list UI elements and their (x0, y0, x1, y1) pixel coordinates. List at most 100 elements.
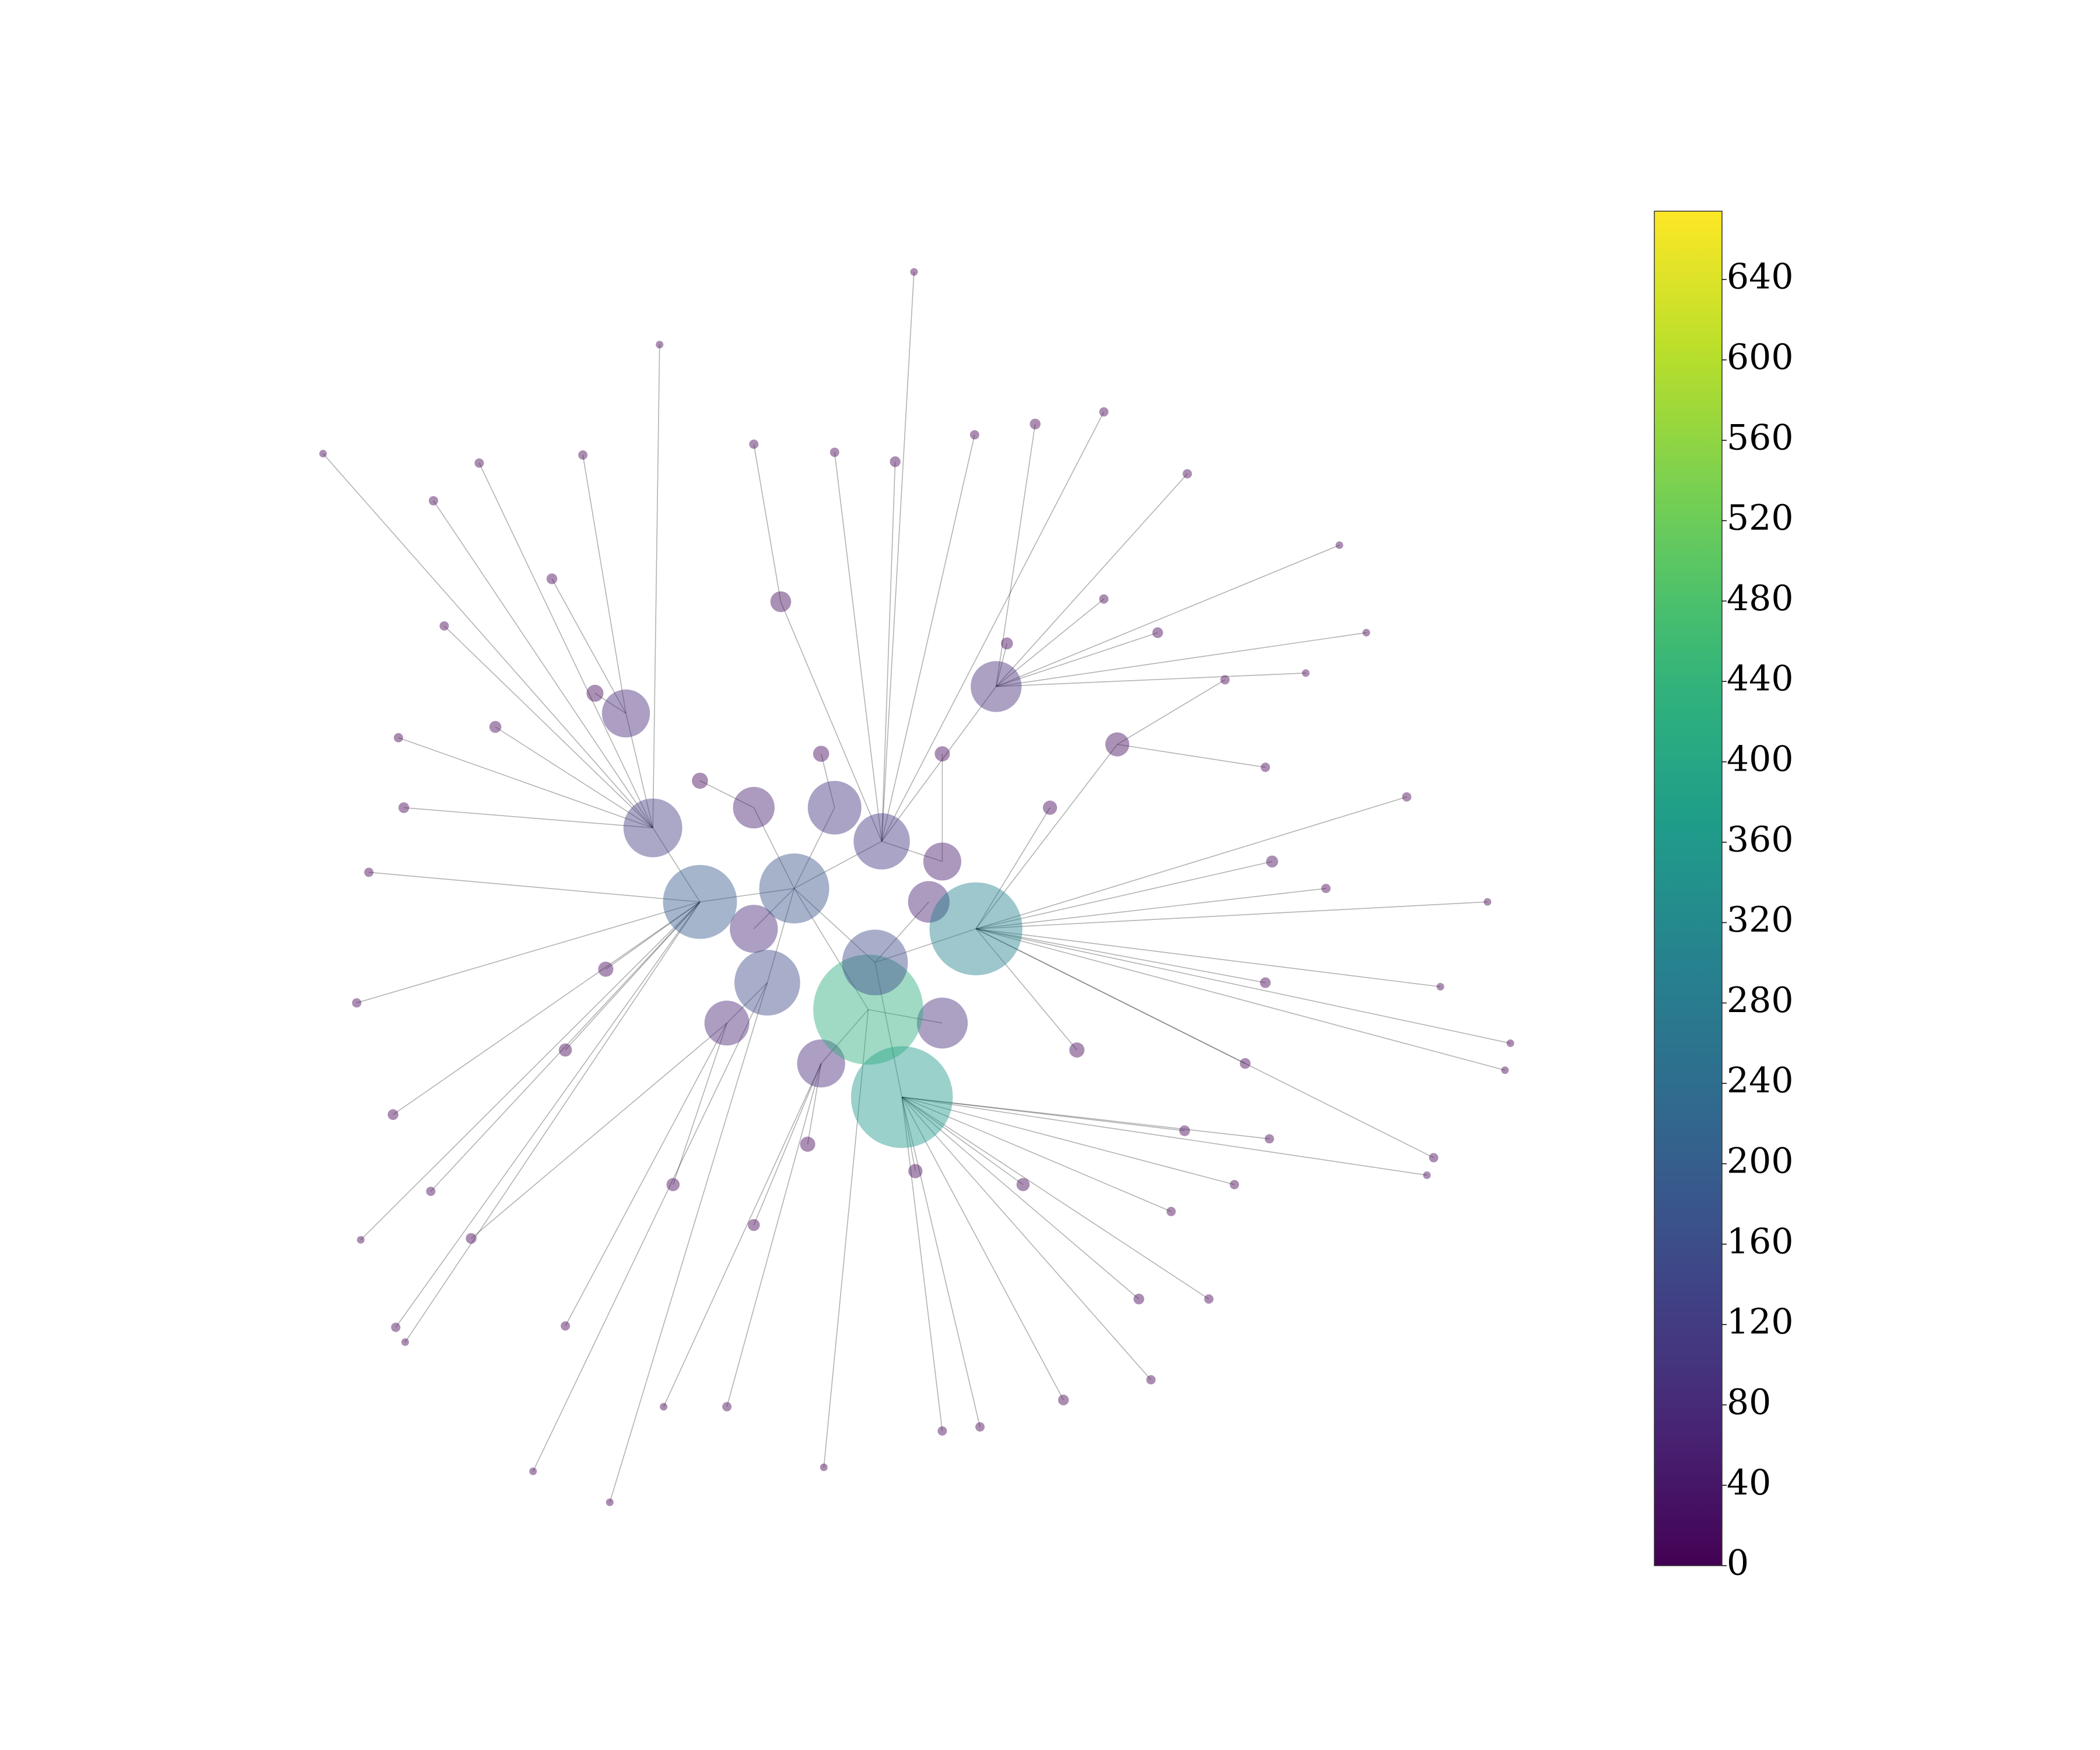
edge (582, 454, 626, 714)
colorbar-tick-label: 120 (1727, 1301, 1794, 1342)
edge (975, 744, 1118, 929)
node (937, 1426, 947, 1436)
edge (794, 841, 882, 889)
edge (652, 827, 701, 902)
colorbar-tick-label: 240 (1727, 1060, 1794, 1101)
node (890, 456, 901, 467)
edge (793, 888, 876, 963)
edge (874, 928, 977, 963)
node (1099, 407, 1109, 417)
edge (975, 796, 1407, 930)
node (1362, 629, 1370, 637)
edge (433, 500, 653, 828)
node (1042, 800, 1058, 815)
colorbar-tick-label: 160 (1727, 1221, 1794, 1262)
colorbar-tick-label: 400 (1727, 739, 1794, 780)
edge (975, 928, 1441, 988)
colorbar-tick-label: 520 (1727, 498, 1794, 538)
edge (995, 424, 1036, 687)
edge (609, 982, 768, 1503)
edge (975, 807, 1051, 929)
edge (901, 1097, 1152, 1380)
edge (868, 1009, 943, 1024)
node (558, 1043, 572, 1057)
node (663, 864, 737, 939)
edge (565, 1023, 727, 1326)
node (970, 430, 979, 440)
node (853, 813, 910, 870)
node (489, 720, 502, 733)
edge (996, 632, 1367, 687)
colorbar: 0 40 80 120 160 200 240 280 320 360 400 440 480 520 56… (1654, 211, 1794, 1584)
node (935, 746, 950, 762)
node (813, 746, 830, 762)
edge (821, 1009, 869, 1064)
node (1133, 1293, 1144, 1305)
edge (902, 1096, 1270, 1140)
colorbar-tick-label: 200 (1727, 1141, 1794, 1182)
node (623, 798, 682, 858)
edge (404, 807, 653, 829)
edge (533, 982, 768, 1472)
edge (430, 901, 701, 1192)
node (1179, 1125, 1190, 1136)
edge (902, 1096, 1427, 1176)
edge (753, 807, 795, 889)
node (546, 573, 558, 584)
node (1429, 1153, 1438, 1163)
edge (793, 807, 835, 889)
edge (820, 754, 835, 808)
colorbar-tick-label: 440 (1727, 659, 1794, 699)
edge (753, 444, 782, 602)
edge (398, 737, 653, 828)
edge (902, 1096, 1185, 1132)
node (586, 684, 604, 702)
edge (726, 1063, 822, 1407)
node (656, 341, 664, 349)
colorbar-tick-label: 640 (1727, 257, 1794, 298)
edge (901, 1097, 916, 1171)
edge (1117, 744, 1266, 768)
node (1266, 855, 1279, 868)
edge (404, 901, 701, 1343)
edge (495, 726, 653, 828)
edge (356, 901, 701, 1003)
edge (996, 632, 1158, 687)
node (704, 1000, 750, 1046)
node (598, 961, 614, 977)
node (971, 661, 1022, 712)
edge (901, 1096, 1235, 1185)
edge (443, 625, 653, 828)
node (391, 1322, 401, 1332)
edge (834, 452, 883, 842)
node (1182, 469, 1192, 479)
node (660, 1403, 668, 1411)
node (1501, 1066, 1509, 1074)
node (1030, 418, 1041, 430)
node (394, 733, 404, 743)
edge (976, 901, 1488, 930)
node (770, 591, 792, 612)
node (722, 1402, 732, 1412)
node (1099, 594, 1109, 604)
node (908, 881, 950, 923)
node (820, 1463, 828, 1471)
edges (323, 272, 1511, 1503)
node (800, 1136, 816, 1152)
edge (975, 928, 1245, 1064)
edge (975, 861, 1272, 930)
edge (673, 1023, 727, 1185)
edge (1116, 679, 1226, 745)
edge (753, 888, 795, 929)
node (747, 1219, 760, 1231)
edge (753, 1063, 822, 1226)
node (975, 1422, 985, 1432)
node (910, 268, 918, 276)
nodes (319, 268, 1514, 1506)
colorbar-tick-label: 320 (1727, 900, 1794, 940)
edge (881, 272, 915, 842)
edge (881, 841, 943, 862)
node (1105, 732, 1129, 757)
colorbar-tick-label: 560 (1727, 417, 1794, 458)
